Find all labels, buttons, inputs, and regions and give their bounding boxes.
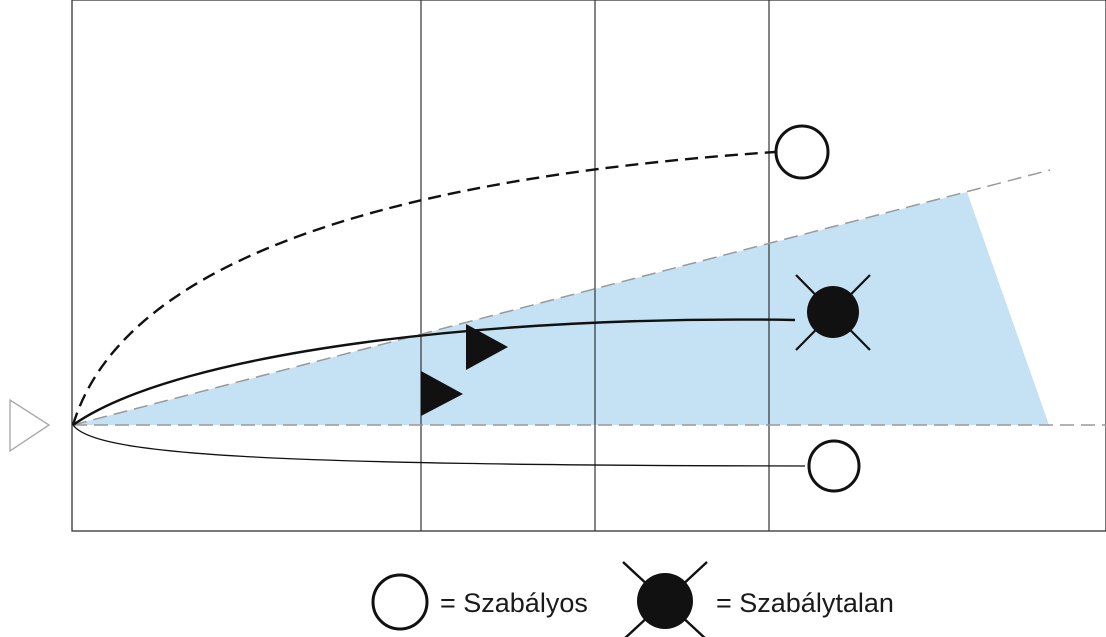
hollow-circle-icon: [807, 439, 861, 493]
upper-boundary-line: [72, 169, 1051, 426]
upper-dashed-trajectory: [71, 150, 776, 426]
shaded-zone: [73, 192, 1049, 425]
middle-solid-trajectory: [72, 318, 796, 426]
hollow-circle-icon: [774, 124, 830, 180]
hollow-triangle-icon: [9, 398, 51, 453]
legend: = Szabályos = Szabálytalan: [371, 561, 894, 637]
hollow-circle-icon: [371, 573, 429, 631]
crossed-filled-circle-icon: [795, 274, 871, 351]
crossed-filled-circle-icon: [622, 561, 708, 637]
legend-irregular-label: = Szabálytalan: [716, 588, 894, 618]
filled-triangle-icon: [421, 371, 463, 416]
legend-regular-label: = Szabályos: [440, 588, 588, 618]
filled-triangle-icon: [466, 324, 508, 370]
lower-thin-trajectory: [72, 424, 806, 467]
plot-frame: [71, 0, 1106, 532]
grid-lines: [420, 0, 770, 531]
zone-boundaries: [72, 169, 1106, 426]
